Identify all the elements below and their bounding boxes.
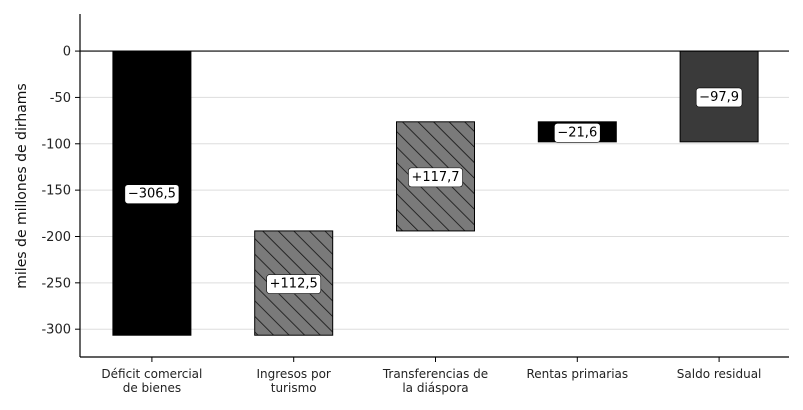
x-category-labels: Déficit comercial de bienes Ingresos por tu…	[101, 357, 761, 395]
axes	[79, 14, 789, 358]
y-tick-label: -100	[41, 137, 71, 152]
y-tick-label: -200	[41, 230, 71, 245]
x-category-label: Saldo residual	[677, 367, 762, 381]
x-category-label: Déficit comercial de bienes	[101, 367, 202, 395]
data-label-1: +112,5	[266, 274, 322, 294]
bars	[112, 50, 759, 336]
data-label-4: −97,9	[695, 87, 743, 108]
x-category-label: Transferencias de la diáspora	[382, 367, 488, 395]
x-category-label: Rentas primarias	[526, 367, 628, 381]
x-category-label: Ingresos por turismo	[257, 367, 331, 395]
data-label-text: −97,9	[699, 90, 739, 105]
y-tick-label: -250	[41, 276, 71, 291]
y-ticks: 0 -50 -100 -150 -200 -250 -300	[41, 45, 80, 338]
data-label-text: +112,5	[270, 277, 318, 292]
y-tick-label: -150	[41, 184, 71, 199]
data-label-text: −21,6	[557, 125, 597, 140]
y-tick-label: -50	[50, 91, 71, 106]
data-label-text: −306,5	[128, 187, 176, 202]
data-labels: −306,5 +112,5 +117,7 −21,6 −97,9	[124, 87, 743, 294]
data-label-0: −306,5	[124, 184, 180, 204]
data-label-3: −21,6	[554, 123, 601, 143]
y-tick-label: -300	[41, 323, 71, 338]
data-label-text: +117,7	[411, 170, 459, 185]
y-tick-label: 0	[63, 45, 71, 60]
data-label-2: +117,7	[408, 167, 463, 188]
y-axis-title: miles de millones de dirhams	[14, 83, 30, 288]
